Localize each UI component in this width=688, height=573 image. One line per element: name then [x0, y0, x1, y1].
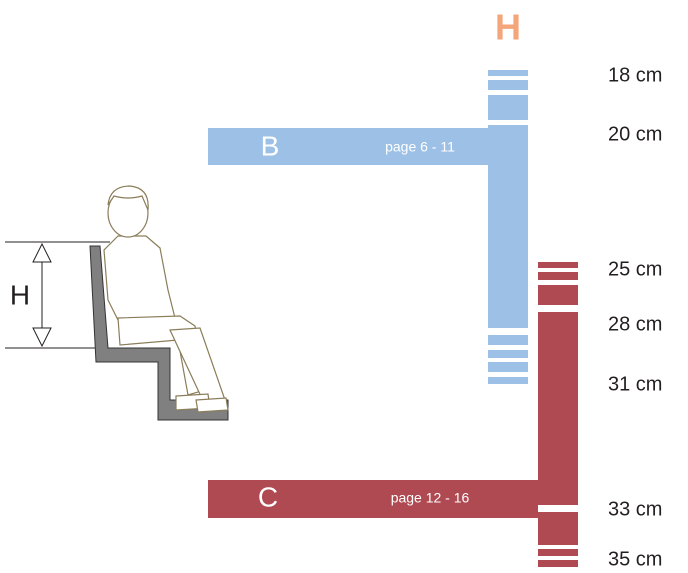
section-label: C	[258, 481, 278, 512]
title: H	[495, 7, 521, 48]
seated-figure: H	[5, 186, 228, 420]
section-pages: page 12 - 16	[391, 490, 470, 506]
height-label: 31 cm	[608, 373, 662, 395]
height-label: 25 cm	[608, 258, 662, 280]
figure-label: H	[10, 279, 30, 310]
section-label: B	[261, 130, 280, 161]
height-label: 35 cm	[608, 548, 662, 570]
height-label: 28 cm	[608, 313, 662, 335]
blue-column	[208, 70, 528, 384]
height-label: 18 cm	[608, 64, 662, 86]
height-label: 20 cm	[608, 123, 662, 145]
diagram: H B page 6 - 11 C page 12 - 16 18 cm 20 …	[0, 0, 688, 573]
section-pages: page 6 - 11	[385, 139, 455, 155]
height-label: 33 cm	[608, 498, 662, 520]
